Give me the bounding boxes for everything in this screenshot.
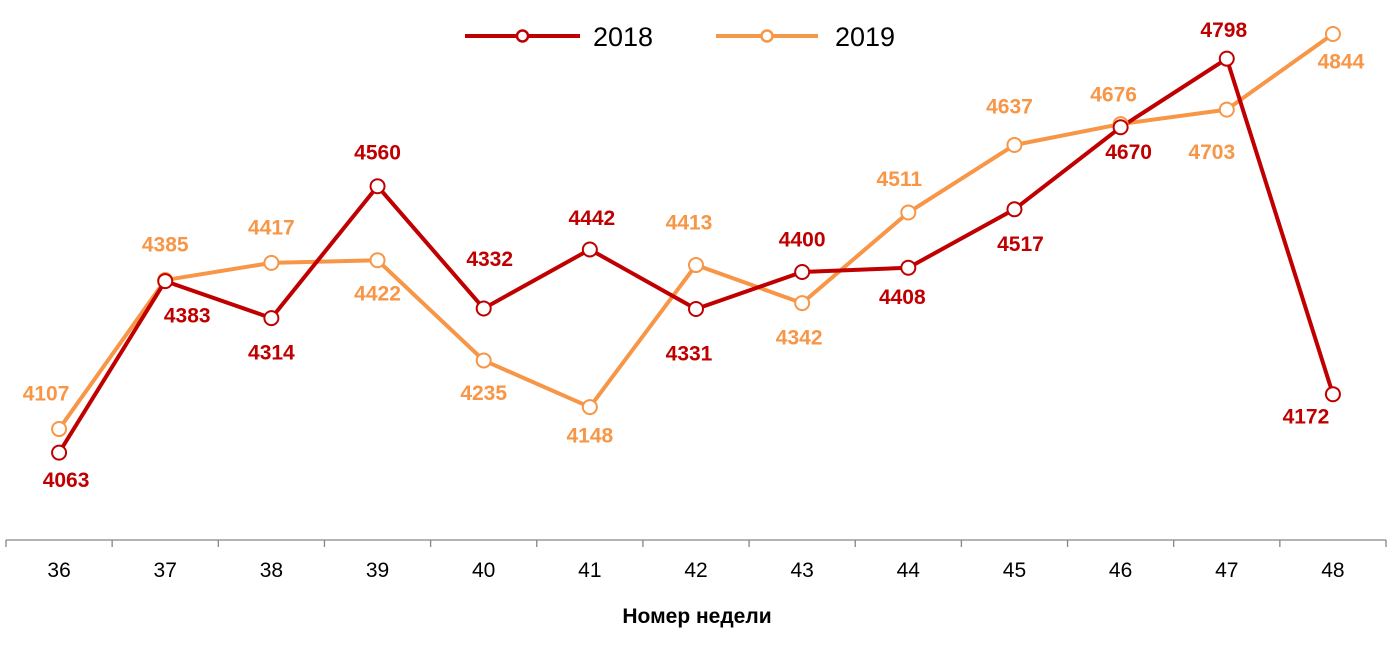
data-point-2018: [263, 310, 280, 327]
x-tick-label: 36: [47, 559, 70, 582]
data-label-2019: 4637: [986, 95, 1033, 118]
data-label-2019: 4385: [142, 234, 189, 257]
x-tick-label: 46: [1109, 559, 1132, 582]
x-tick-label: 44: [897, 559, 921, 582]
data-label-2018: 4798: [1200, 19, 1247, 42]
legend: 2018 2019: [465, 22, 895, 52]
data-point-2019: [1218, 101, 1235, 118]
legend-label-2018: 2018: [593, 22, 653, 52]
data-point-2018: [475, 300, 492, 317]
data-point-2019: [688, 257, 704, 274]
data-point-2018: [581, 241, 598, 258]
data-label-2018: 4331: [666, 342, 713, 365]
data-point-2018: [900, 259, 917, 276]
x-tick-label: 45: [1003, 559, 1026, 582]
data-label-2019: 4107: [23, 383, 70, 406]
data-label-2018: 4408: [879, 286, 926, 309]
data-point-2019: [900, 204, 917, 221]
x-axis-title: Номер недели: [622, 605, 771, 628]
data-label-2019: 4511: [877, 168, 923, 191]
data-label-2018: 4332: [466, 248, 513, 271]
data-point-2018: [1006, 201, 1023, 218]
series-line-2018: [57, 56, 1335, 454]
data-point-2018: [1218, 50, 1235, 67]
data-label-2018: 4517: [997, 233, 1044, 256]
data-point-2018: [157, 273, 174, 290]
data-point-2019: [794, 295, 811, 312]
x-tick-label: 43: [790, 559, 813, 582]
legend-label-2019: 2019: [835, 22, 895, 52]
data-label-2019: 4413: [666, 212, 713, 235]
data-labels: 4107 4385 4417 4422 4235 4148 4413 4342 4511 4637…: [23, 19, 1365, 492]
series-layer: [51, 26, 1341, 461]
data-label-2019: 4235: [460, 382, 507, 405]
legend-marker-2018: [515, 29, 530, 43]
data-point-2018: [794, 264, 811, 280]
x-tick-label: 41: [578, 559, 601, 582]
data-point-2019: [475, 352, 492, 369]
data-label-2019: 4844: [1318, 51, 1365, 74]
data-label-2018: 4670: [1105, 141, 1152, 164]
x-tick-label: 39: [366, 559, 389, 582]
x-tick-label: 38: [260, 559, 283, 582]
data-label-2018: 4063: [43, 469, 90, 492]
x-tick-label: 42: [684, 559, 707, 582]
data-label-2019: 4676: [1090, 84, 1137, 107]
data-point-2019: [51, 421, 68, 438]
data-point-2019: [263, 254, 280, 271]
data-label-2018: 4172: [1283, 406, 1330, 429]
data-label-2019: 4422: [354, 283, 401, 306]
x-tick-label: 37: [154, 559, 177, 582]
x-tick-label: 47: [1215, 559, 1238, 582]
data-point-2018: [1324, 386, 1341, 403]
data-point-2018: [369, 178, 386, 195]
data-label-2019: 4417: [248, 216, 295, 239]
x-axis: 36 37 38 39 40 41 42 43 44 45 46 47 48: [5, 539, 1387, 582]
data-label-2018: 4560: [354, 142, 401, 165]
data-point-2018: [51, 444, 68, 461]
legend-marker-2019: [760, 29, 774, 43]
data-label-2018: 4442: [568, 207, 615, 230]
data-point-2019: [581, 399, 598, 416]
data-label-2018: 4383: [164, 305, 211, 328]
data-label-2019: 4703: [1188, 141, 1235, 164]
data-label-2019: 4342: [776, 327, 823, 350]
data-point-2019: [1324, 26, 1341, 43]
x-tick-label: 40: [472, 559, 495, 582]
data-point-2018: [688, 300, 704, 317]
data-point-2018: [1112, 119, 1129, 136]
data-point-2019: [1006, 136, 1023, 153]
data-label-2018: 4314: [248, 342, 295, 365]
data-label-2018: 4400: [779, 229, 826, 252]
data-label-2019: 4148: [566, 425, 613, 448]
data-point-2019: [369, 252, 386, 269]
x-tick-label: 48: [1321, 559, 1344, 582]
